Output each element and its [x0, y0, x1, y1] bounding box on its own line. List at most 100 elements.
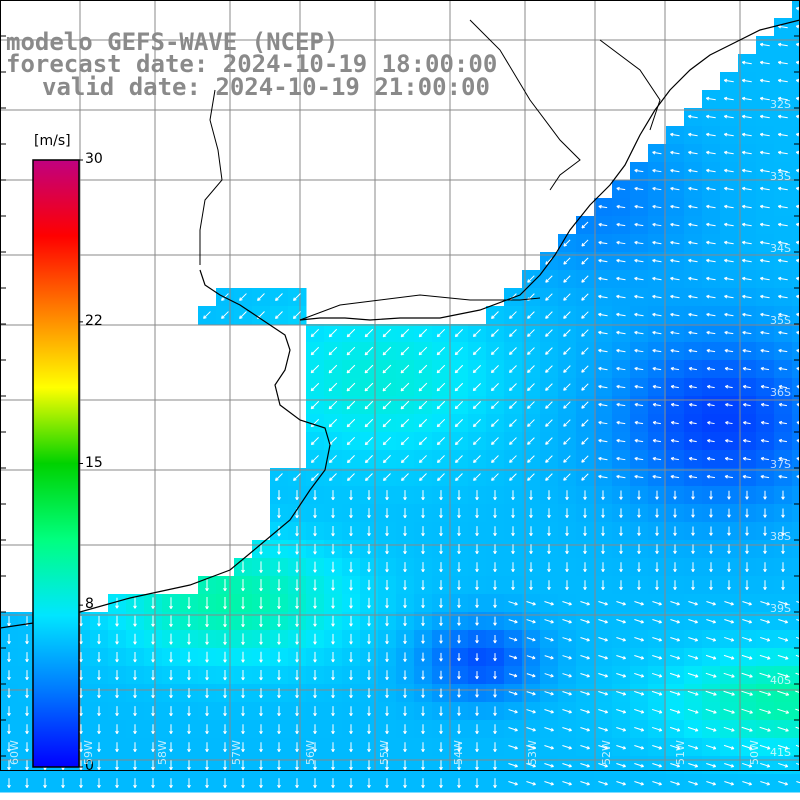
wind-arrow — [277, 525, 281, 537]
wind-arrow — [705, 96, 716, 101]
wind-arrow — [418, 400, 428, 410]
wind-arrow — [349, 760, 353, 771]
wind-arrow — [169, 724, 173, 735]
wind-arrow — [295, 742, 299, 753]
wind-arrow — [472, 401, 481, 410]
wind-arrow — [706, 781, 716, 786]
wind-arrow — [547, 508, 551, 519]
wind-arrow — [493, 580, 497, 591]
wind-arrow — [742, 330, 752, 335]
wind-arrow — [115, 688, 119, 699]
wind-arrow — [598, 330, 608, 335]
wind-arrow — [151, 651, 155, 663]
wind-arrow — [313, 778, 317, 789]
wind-arrow — [331, 508, 335, 519]
wind-arrow — [795, 186, 800, 191]
wind-arrow — [706, 150, 716, 155]
wind-arrow — [634, 745, 645, 750]
wind-arrow — [781, 544, 785, 554]
wind-arrow — [313, 688, 317, 699]
wind-arrow — [241, 615, 245, 628]
wind-arrow — [472, 329, 481, 338]
wind-arrow — [313, 651, 317, 663]
wind-arrow — [706, 474, 716, 479]
wind-arrow — [652, 330, 662, 335]
wind-arrow — [706, 114, 716, 119]
wind-arrow — [527, 473, 535, 481]
wind-arrow — [545, 383, 553, 391]
wind-speed-cell — [792, 234, 800, 253]
wind-arrow — [259, 633, 263, 645]
wind-arrow — [763, 580, 767, 591]
wind-arrow — [637, 544, 641, 554]
wind-arrow — [187, 615, 191, 627]
wind-arrow — [313, 561, 317, 573]
wind-arrow — [403, 634, 407, 644]
wind-arrow — [634, 474, 644, 479]
wind-arrow — [581, 365, 589, 373]
wind-arrow — [778, 420, 787, 425]
wind-arrow — [583, 526, 587, 536]
wind-arrow — [724, 168, 734, 173]
wind-arrow — [403, 580, 407, 591]
wind-arrow — [777, 114, 788, 119]
wind-arrow — [670, 312, 680, 317]
wind-arrow — [727, 562, 731, 572]
wind-arrow — [598, 258, 608, 263]
wind-arrow — [743, 438, 751, 443]
wind-arrow — [781, 580, 785, 591]
wind-arrow — [169, 760, 173, 771]
wind-arrow — [760, 330, 770, 335]
wind-arrow — [709, 526, 713, 536]
wind-arrow — [529, 526, 533, 537]
wind-arrow — [795, 168, 800, 173]
wind-arrow — [241, 778, 245, 789]
wind-arrow — [97, 652, 101, 663]
wind-arrow — [724, 240, 734, 245]
wind-arrow — [328, 346, 338, 356]
wind-speed-cell — [792, 198, 800, 217]
wind-arrow — [347, 473, 355, 481]
wind-arrow — [723, 726, 735, 732]
wind-arrow — [619, 580, 623, 591]
wind-arrow — [475, 706, 479, 716]
wind-arrow — [79, 760, 83, 771]
wind-arrow — [616, 384, 626, 389]
wind-arrow — [598, 456, 608, 461]
wind-arrow — [565, 580, 569, 591]
wind-arrow — [508, 619, 518, 624]
wind-arrow — [79, 706, 83, 717]
wind-arrow — [187, 651, 191, 663]
wind-arrow — [367, 778, 371, 789]
wind-speed-cell — [792, 108, 800, 127]
wind-arrow — [331, 651, 335, 663]
wind-arrow — [511, 562, 515, 573]
wind-arrow — [454, 418, 464, 428]
wind-arrow — [526, 727, 536, 732]
latitude-label: 35S — [770, 314, 791, 327]
wind-arrow — [724, 474, 734, 479]
wind-arrow — [745, 490, 749, 500]
wind-arrow — [760, 366, 770, 371]
wind-arrow — [652, 168, 662, 173]
wind-arrow — [115, 670, 119, 681]
wind-arrow — [778, 276, 788, 281]
wind-arrow — [691, 580, 695, 591]
wind-arrow — [688, 132, 698, 137]
wind-arrow — [493, 671, 497, 680]
wind-arrow — [295, 706, 299, 717]
wind-arrow — [563, 347, 571, 355]
wind-arrow — [439, 778, 443, 789]
wind-arrow — [509, 419, 517, 427]
wind-arrow — [421, 724, 425, 735]
wind-arrow — [385, 688, 389, 699]
wind-arrow — [634, 258, 644, 263]
wind-arrow — [205, 742, 209, 753]
wind-arrow — [364, 382, 374, 392]
wind-arrow — [583, 508, 587, 518]
wind-arrow — [509, 473, 517, 481]
wind-arrow — [383, 473, 391, 481]
wind-arrow — [187, 760, 191, 771]
wind-arrow — [331, 688, 335, 699]
wind-arrow — [709, 580, 713, 591]
